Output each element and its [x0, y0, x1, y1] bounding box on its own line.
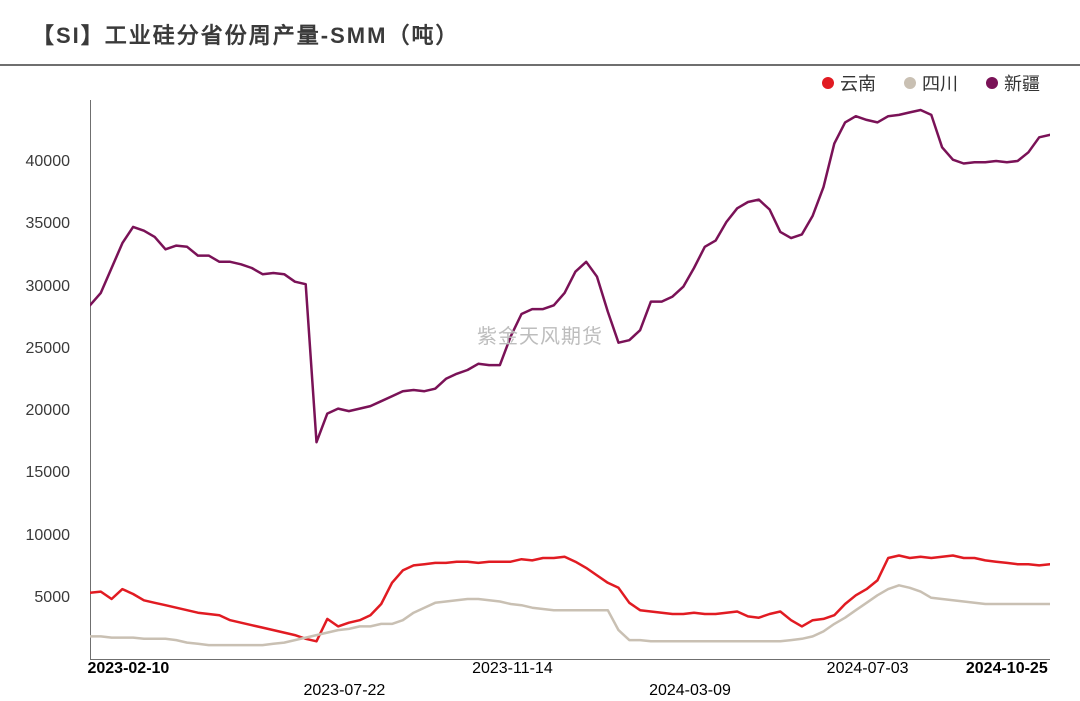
- chart-container: 【SI】工业硅分省份周产量-SMM（吨） 云南 四川 新疆 5000 10000 1…: [0, 0, 1080, 701]
- legend-item-yunnan: 云南: [822, 70, 876, 96]
- y-tick-label: 35000: [26, 215, 71, 233]
- legend-item-sichuan: 四川: [904, 70, 958, 96]
- title-bar: 【SI】工业硅分省份周产量-SMM（吨）: [0, 0, 1080, 66]
- y-tick-label: 40000: [26, 153, 71, 171]
- series-line-四川: [90, 585, 1050, 645]
- legend-label: 新疆: [1004, 70, 1040, 96]
- legend-dot: [904, 77, 916, 89]
- legend-item-xinjiang: 新疆: [986, 70, 1040, 96]
- plot-svg: [90, 100, 1050, 660]
- x-tick-label: 2024-10-25: [966, 660, 1048, 678]
- y-tick-label: 20000: [26, 402, 71, 420]
- x-tick-label: 2024-03-09: [649, 682, 731, 700]
- y-tick-label: 10000: [26, 527, 71, 545]
- x-tick-label: 2023-07-22: [303, 682, 385, 700]
- x-axis-labels: 2023-02-10 2024-10-25 2023-07-22 2023-11-14…: [90, 660, 1050, 700]
- y-axis-labels: 5000 10000 15000 20000 25000 30000 35000 40000: [0, 100, 80, 660]
- legend-dot: [822, 77, 834, 89]
- y-tick-label: 30000: [26, 278, 71, 296]
- series-line-新疆: [90, 110, 1050, 442]
- legend: 云南 四川 新疆: [822, 70, 1040, 96]
- legend-dot: [986, 77, 998, 89]
- y-tick-label: 5000: [34, 589, 70, 607]
- x-tick-label: 2024-07-03: [827, 660, 909, 678]
- plot-area: [90, 100, 1050, 660]
- legend-label: 四川: [922, 70, 958, 96]
- series-line-云南: [90, 556, 1050, 642]
- y-tick-label: 15000: [26, 464, 71, 482]
- x-tick-label: 2023-11-14: [472, 660, 553, 678]
- chart-title: 【SI】工业硅分省份周产量-SMM（吨）: [32, 23, 459, 48]
- x-tick-label: 2023-02-10: [87, 660, 169, 678]
- legend-label: 云南: [840, 70, 876, 96]
- y-tick-label: 25000: [26, 340, 71, 358]
